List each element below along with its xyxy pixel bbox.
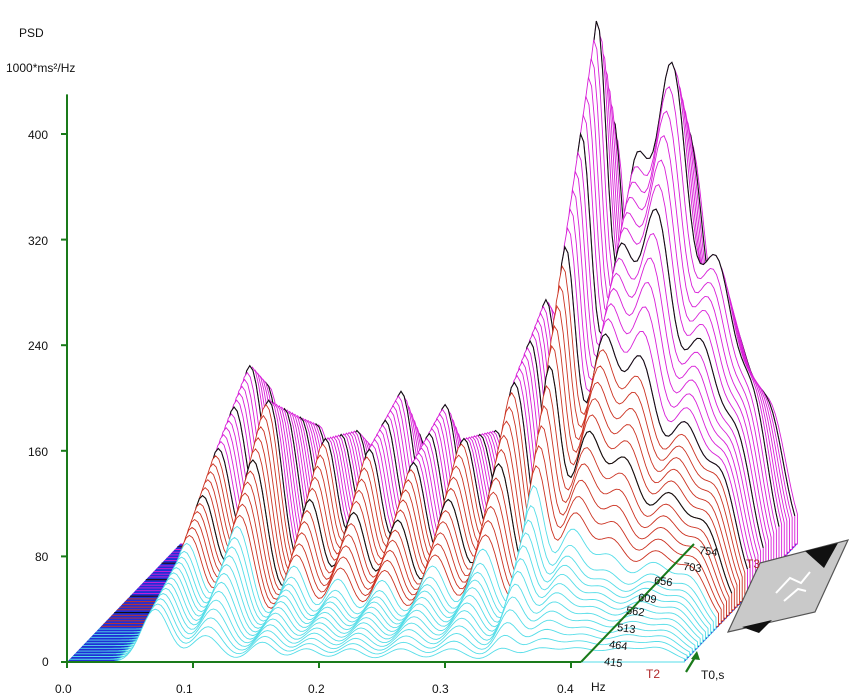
spectrum-slice	[67, 608, 685, 663]
y-axis-title: PSD	[19, 26, 44, 40]
y-tick-label: 160	[28, 445, 49, 459]
z-tick-label: 415	[603, 655, 624, 671]
z-tick-label: 609	[637, 591, 658, 607]
y-tick-label: 240	[28, 339, 49, 353]
z-tick-label: 754	[698, 544, 719, 560]
z-tick-label: 464	[608, 638, 629, 654]
z-tick-label: 562	[625, 604, 646, 620]
marker-label-t2: T2	[646, 667, 661, 681]
z-tick-label: 703	[682, 560, 703, 576]
x-tick-label: 0.1	[176, 682, 193, 696]
z-axis-label: T0,s	[701, 668, 725, 682]
x-tick-label: 0.4	[557, 682, 574, 696]
marker-label-t3: T3	[746, 557, 761, 571]
axes	[61, 94, 850, 673]
y-axis-unit: 1000*ms²/Hz	[6, 61, 76, 75]
x-tick-label: 0.0	[55, 682, 72, 696]
y-tick-label: 80	[35, 550, 49, 564]
y-tick-label: 400	[28, 128, 49, 142]
z-direction-arrowhead	[691, 651, 700, 660]
z-tick-label: 656	[653, 574, 674, 590]
x-tick-label: 0.2	[308, 682, 325, 696]
z-tick-label: 513	[616, 621, 637, 637]
orientation-cube-icon	[726, 539, 850, 633]
spectra-layer	[67, 20, 798, 663]
z-axis-line	[580, 543, 695, 663]
x-tick-label: 0.3	[432, 682, 449, 696]
spectrum-slice	[69, 603, 688, 660]
y-tick-label: 0	[42, 655, 49, 669]
y-tick-label: 320	[28, 234, 49, 248]
x-axis-unit: Hz	[591, 680, 606, 694]
